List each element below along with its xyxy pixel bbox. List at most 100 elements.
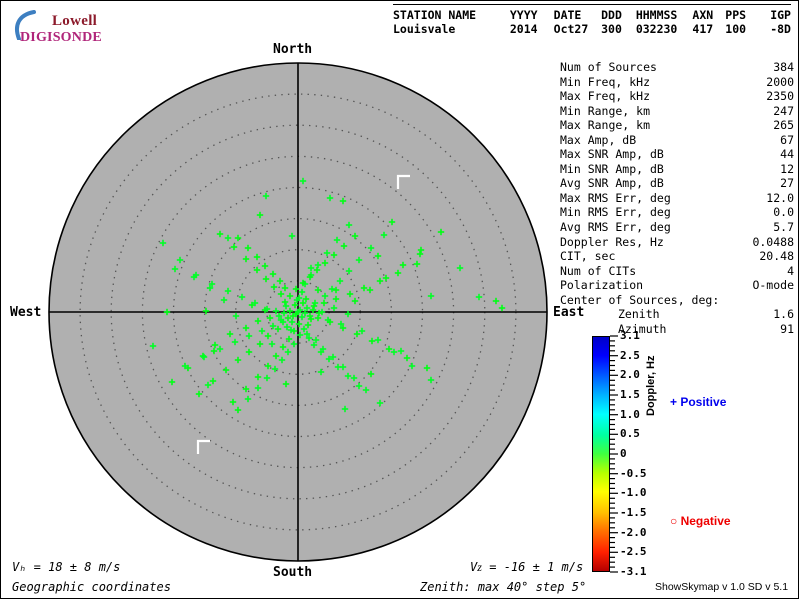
- source-point: [367, 370, 375, 378]
- source-point: [351, 297, 359, 305]
- source-point: [376, 399, 384, 407]
- param-value: 44: [780, 147, 794, 162]
- source-point: [299, 299, 307, 307]
- param-value: 12.0: [766, 190, 794, 205]
- source-point: [251, 299, 259, 307]
- header-label-year: YYYY: [509, 8, 538, 22]
- header-value-time: 032230: [635, 22, 678, 36]
- param-key: Max SNR Amp, dB: [560, 147, 664, 162]
- source-point: [326, 194, 334, 202]
- param-value: 265: [773, 118, 794, 133]
- colorbar-tick-labels: 3.1 2.5 2.0 1.5 1.0 0.5 0 -0.5 -1.0 -1.5 -2.0 -2.5 -…: [620, 329, 662, 580]
- parameter-list: Num of Sources 384 Min Freq, kHz 2000 Max Fr…: [560, 60, 794, 336]
- source-point: [427, 376, 435, 384]
- param-value: 1.6: [773, 307, 794, 322]
- param-row: Avg RMS Err, deg 5.7: [560, 220, 794, 235]
- doppler-colorbar: [592, 336, 610, 572]
- source-point: [355, 256, 363, 264]
- source-point: [309, 306, 317, 314]
- param-key: Num of Sources: [560, 60, 657, 74]
- source-point: [334, 363, 342, 371]
- param-key: Min Range, km: [560, 103, 651, 118]
- source-point: [216, 230, 224, 238]
- source-point: [288, 318, 296, 326]
- param-key: Num of CITs: [560, 263, 637, 278]
- source-point: [291, 301, 299, 309]
- param-key: Doppler Res, Hz: [560, 234, 664, 249]
- source-point: [303, 330, 311, 338]
- source-point: [333, 236, 341, 244]
- header-label-row: STATION NAME YYYY DATE DDD HHMMSS AXN PP…: [393, 8, 791, 22]
- param-value: 4: [787, 263, 794, 278]
- source-point: [397, 347, 405, 355]
- param-row: Center of Sources, deg:: [560, 293, 794, 308]
- source-point: [427, 292, 435, 300]
- source-point: [269, 270, 277, 278]
- source-point: [394, 269, 402, 277]
- source-point: [287, 326, 295, 334]
- header-value-axn: 417: [692, 22, 714, 36]
- source-point: [330, 251, 338, 259]
- source-point: [307, 315, 315, 323]
- colorbar-label: 0: [620, 447, 627, 460]
- colorbar-label: -2.5: [620, 545, 647, 559]
- param-key: Min Freq, kHz: [560, 74, 651, 89]
- source-point: [232, 312, 240, 320]
- vertical-velocity-label: Vᴢ = -16 ± 1 m/s: [470, 560, 584, 574]
- source-point: [286, 307, 294, 315]
- source-point: [346, 290, 354, 298]
- source-point: [304, 321, 312, 329]
- source-point: [456, 264, 464, 272]
- param-value: 20.48: [759, 249, 794, 264]
- velocity-tick-marker: [196, 439, 210, 454]
- source-point: [374, 336, 382, 344]
- arc-icon: [14, 10, 36, 40]
- source-point: [216, 345, 224, 353]
- source-point: [149, 342, 157, 350]
- param-row: Num of CITs 4: [560, 264, 794, 279]
- source-point: [229, 398, 237, 406]
- param-row: Min Range, km 247: [560, 104, 794, 119]
- param-row: Min RMS Err, deg 0.0: [560, 205, 794, 220]
- param-row: Doppler Res, Hz 0.0488: [560, 235, 794, 250]
- param-key: CIT, sec: [560, 249, 616, 264]
- param-row: Min SNR Amp, dB 12: [560, 162, 794, 177]
- param-value: 12: [780, 161, 794, 176]
- source-point: [263, 374, 271, 382]
- param-key: Polarization: [560, 278, 644, 293]
- param-key: Max Range, km: [560, 118, 651, 133]
- source-point: [353, 330, 361, 338]
- param-value: 2000: [766, 74, 794, 89]
- source-point: [306, 273, 314, 281]
- source-point: [380, 231, 388, 239]
- source-point: [292, 285, 300, 293]
- zenith-scale-label: Zenith: max 40° step 5°: [420, 580, 587, 594]
- param-key: Min RMS Err, deg: [560, 205, 671, 220]
- source-point: [200, 353, 208, 361]
- header-label-station: STATION NAME: [393, 8, 477, 22]
- source-point: [403, 354, 411, 362]
- colorbar-title: Doppler, Hz: [645, 355, 657, 416]
- source-point: [280, 309, 288, 317]
- source-point: [344, 310, 352, 318]
- source-point: [272, 352, 280, 360]
- param-key: Azimuth: [618, 321, 667, 336]
- colorbar-label: 0.5: [620, 427, 640, 441]
- legend-positive: + Positive: [670, 395, 727, 409]
- source-point: [336, 277, 344, 285]
- station-header: STATION NAME YYYY DATE DDD HHMMSS AXN PP…: [393, 4, 791, 36]
- source-point: [296, 306, 304, 314]
- source-point: [385, 345, 393, 353]
- colorbar-label: 1.5: [620, 388, 640, 401]
- source-point: [282, 302, 290, 310]
- source-point: [293, 296, 301, 304]
- source-point: [298, 313, 306, 321]
- skymap-polar-plot[interactable]: [48, 62, 548, 562]
- source-point: [358, 327, 366, 335]
- source-point: [234, 406, 242, 414]
- source-point: [317, 368, 325, 376]
- param-value: 0.0: [773, 205, 794, 220]
- source-point: [341, 405, 349, 413]
- source-point: [300, 325, 308, 333]
- velocity-tick-marker: [396, 174, 410, 189]
